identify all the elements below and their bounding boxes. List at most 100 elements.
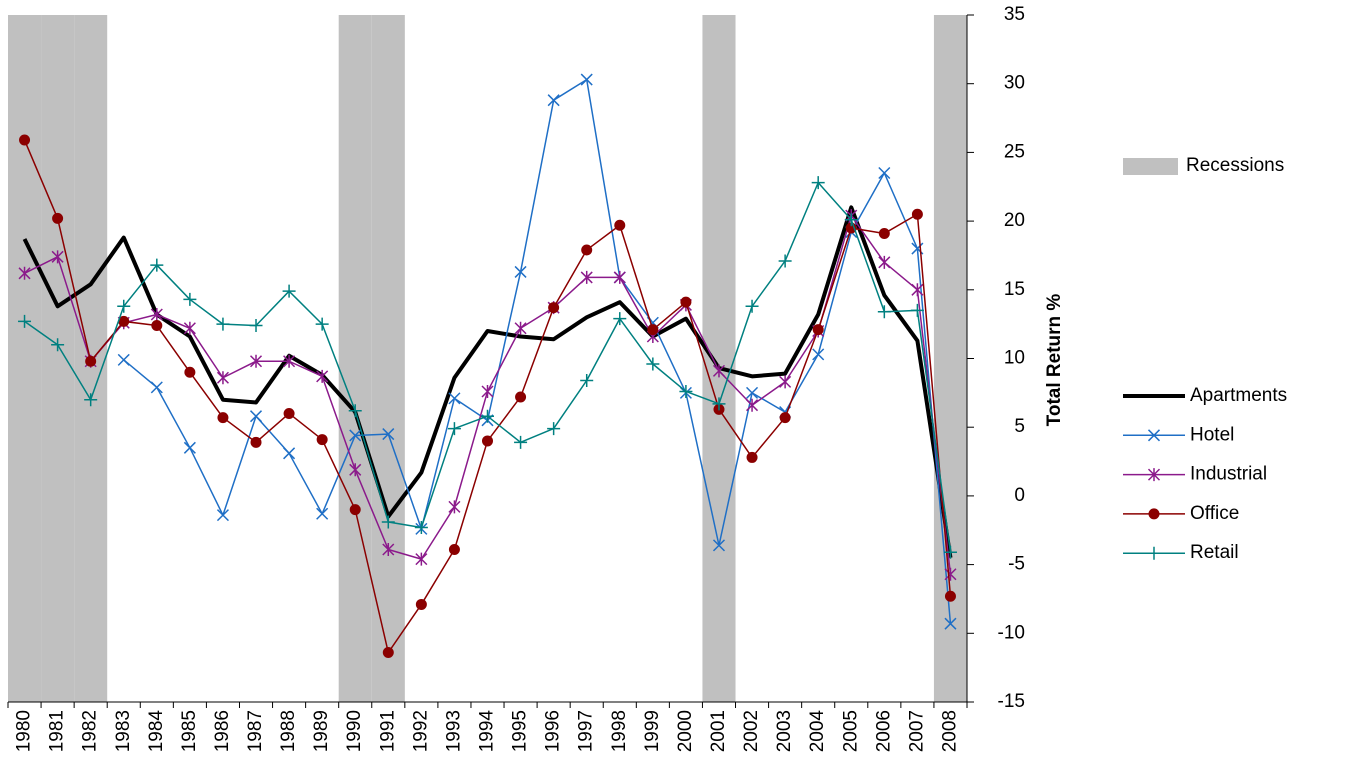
point-marker [151, 320, 163, 332]
x-tick-label: 1985 [179, 710, 200, 752]
point-marker [548, 302, 560, 314]
point-marker [614, 219, 626, 231]
legend-swatch [1123, 158, 1178, 175]
point-marker [283, 447, 296, 460]
point-marker [117, 353, 130, 366]
point-marker [712, 397, 726, 411]
point-marker [382, 428, 395, 441]
point-marker [712, 364, 726, 378]
point-marker [117, 299, 131, 313]
point-marker [878, 166, 891, 180]
x-tick-label: 2005 [840, 710, 861, 752]
point-marker [150, 258, 164, 272]
legend-label: Retail [1190, 542, 1239, 563]
point-marker [315, 317, 329, 331]
point-marker [547, 422, 561, 436]
x-tick-label: 1984 [146, 710, 167, 753]
point-marker [514, 321, 527, 335]
y-tick-label: 35 [1004, 4, 1025, 25]
point-marker [349, 504, 361, 516]
y-tick-label: 5 [1014, 416, 1025, 437]
x-tick-label: 1988 [278, 710, 299, 752]
point-marker [746, 386, 759, 399]
y-tick-label: 30 [1004, 73, 1025, 94]
point-marker [282, 284, 296, 298]
point-marker [447, 422, 461, 436]
point-marker [349, 463, 362, 477]
point-marker [745, 299, 759, 313]
point-marker [216, 371, 229, 385]
point-marker [382, 542, 395, 556]
x-tick-label: 1996 [543, 710, 564, 752]
x-tick-label: 1989 [311, 710, 332, 752]
point-marker [150, 381, 163, 394]
point-marker [647, 324, 659, 336]
point-marker [481, 409, 494, 423]
y-tick-label: 25 [1004, 141, 1025, 162]
point-marker [680, 296, 692, 308]
point-marker [878, 227, 890, 239]
point-marker [18, 266, 31, 280]
point-marker [580, 73, 593, 86]
point-marker [712, 539, 726, 552]
legend-marker [1147, 429, 1161, 442]
point-marker [283, 407, 295, 419]
series-line [22, 205, 953, 559]
recession-band [338, 15, 372, 702]
point-marker [877, 305, 891, 319]
y-tick-label: -15 [998, 691, 1025, 712]
point-marker [216, 509, 229, 522]
x-tick-label: 2004 [807, 710, 828, 753]
point-marker [316, 507, 329, 520]
y-tick-label: 20 [1004, 210, 1025, 231]
point-marker [249, 410, 263, 423]
recession-band [41, 15, 75, 702]
x-tick-label: 2003 [774, 710, 795, 752]
x-tick-label: 1991 [377, 710, 398, 752]
point-marker [679, 384, 693, 398]
point-marker [415, 598, 427, 610]
legend-label: Apartments [1190, 385, 1287, 406]
legend-label: Industrial [1190, 464, 1267, 485]
point-marker [216, 317, 230, 331]
point-marker [52, 212, 64, 224]
y-tick-label: -5 [1008, 554, 1025, 575]
point-marker [482, 435, 493, 447]
x-tick-label: 1990 [344, 710, 365, 752]
point-marker [183, 321, 196, 335]
point-marker [19, 134, 31, 146]
point-marker [811, 176, 825, 190]
point-marker [547, 94, 560, 107]
point-marker [812, 324, 824, 336]
point-marker [910, 303, 924, 317]
x-tick-label: 2008 [939, 710, 960, 752]
point-marker [844, 213, 858, 227]
x-tick-label: 1983 [113, 710, 134, 752]
point-marker [18, 314, 32, 328]
point-marker [415, 552, 428, 566]
x-tick-label: 1981 [47, 710, 68, 752]
legend-marker [1147, 546, 1161, 560]
point-marker [84, 393, 98, 407]
recession-band [933, 15, 967, 702]
recession-band [371, 15, 405, 702]
series-line [123, 78, 952, 624]
point-marker [580, 373, 594, 387]
x-tick-label: 2000 [675, 710, 696, 752]
y-tick-label: 15 [1004, 279, 1025, 300]
y-tick-label: 10 [1004, 348, 1025, 369]
point-marker [514, 435, 528, 449]
point-marker [481, 384, 494, 398]
point-marker [150, 308, 163, 322]
legend-marker [1147, 468, 1161, 482]
point-marker [382, 647, 394, 659]
point-marker [448, 500, 461, 514]
legend-label: Hotel [1190, 424, 1234, 445]
x-tick-label: 2006 [873, 710, 894, 752]
point-marker [580, 270, 593, 284]
point-marker [316, 434, 328, 446]
point-marker [283, 354, 296, 368]
point-marker [911, 208, 923, 220]
